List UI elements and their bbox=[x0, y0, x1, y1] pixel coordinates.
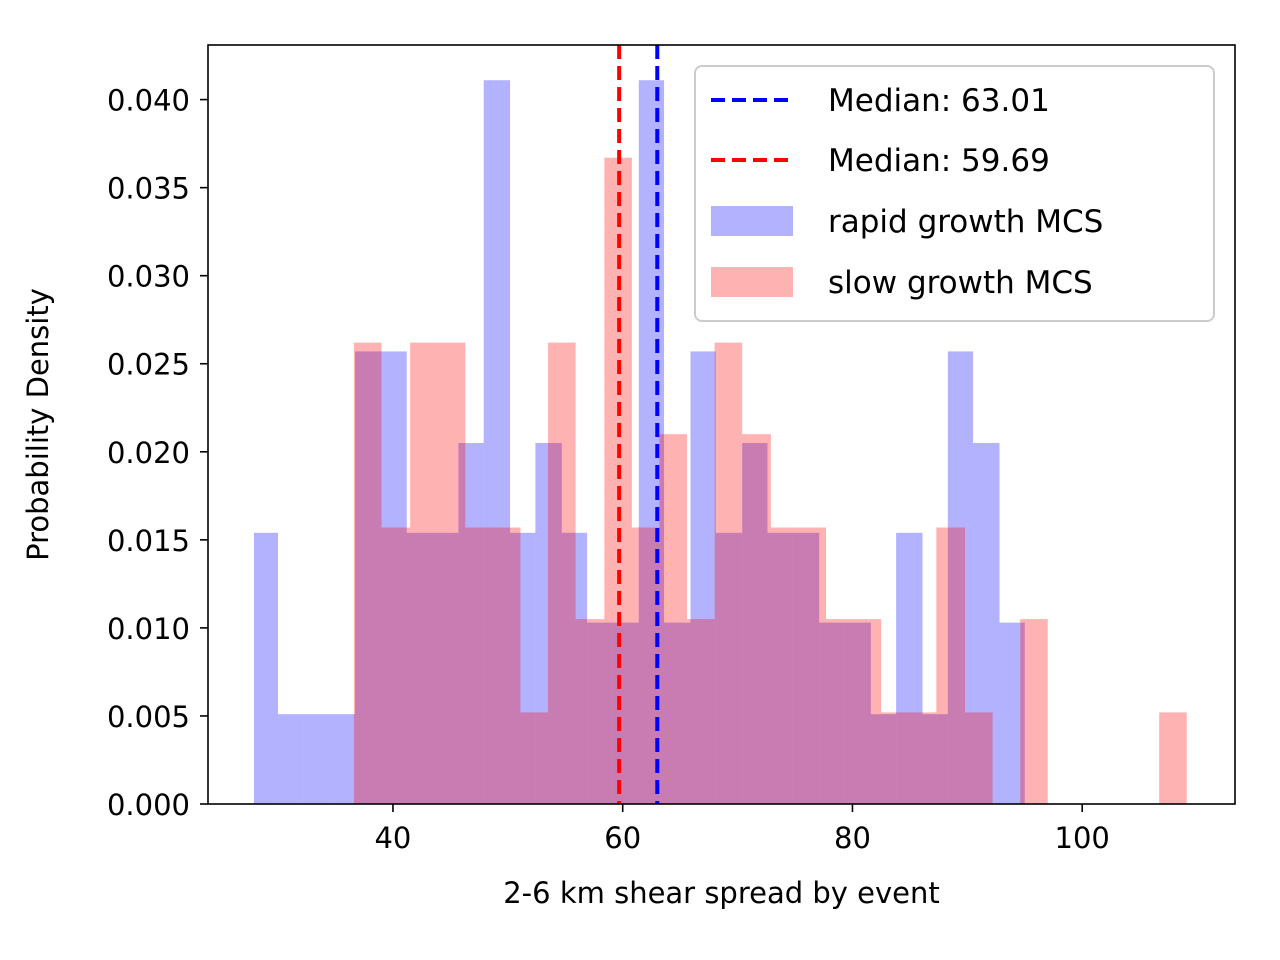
histogram-bar bbox=[881, 712, 909, 804]
histogram-bar bbox=[278, 714, 304, 804]
histogram-bar bbox=[406, 532, 433, 804]
histogram-bar bbox=[999, 622, 1025, 804]
histogram-bar bbox=[770, 527, 799, 804]
histogram-bar bbox=[432, 532, 459, 804]
histogram-bar bbox=[520, 712, 549, 804]
y-tick-label: 0.035 bbox=[107, 172, 190, 206]
histogram-bar bbox=[465, 527, 493, 804]
histogram-bar bbox=[742, 442, 768, 804]
histogram-bar bbox=[965, 712, 993, 804]
y-axis-label: Probability Density bbox=[21, 288, 55, 561]
histogram-bar bbox=[1159, 712, 1187, 804]
histogram-bar bbox=[561, 532, 588, 804]
histogram-bars bbox=[253, 80, 1187, 805]
legend-item: Median: 63.01 bbox=[711, 83, 1050, 119]
histogram-bar bbox=[947, 351, 974, 804]
histogram-bar bbox=[853, 619, 882, 804]
legend: Median: 63.01 Median: 59.69 rapid growth M… bbox=[694, 65, 1215, 322]
histogram-bar bbox=[908, 712, 937, 804]
histogram-bar bbox=[844, 622, 871, 804]
x-tick-label: 40 bbox=[374, 821, 411, 855]
histogram-bar bbox=[792, 532, 820, 804]
legend-label: rapid growth MCS bbox=[828, 204, 1103, 240]
histogram-bar bbox=[510, 532, 536, 804]
histogram-bar bbox=[353, 342, 382, 804]
histogram-bar bbox=[742, 434, 771, 804]
histogram-bar bbox=[922, 714, 948, 804]
histogram-bar bbox=[535, 442, 562, 804]
legend-label: slow growth MCS bbox=[828, 265, 1093, 301]
histogram-bar bbox=[638, 80, 665, 805]
histogram-bar bbox=[896, 532, 923, 804]
legend-item: rapid growth MCS bbox=[711, 204, 1103, 240]
histogram-bar bbox=[631, 527, 660, 804]
histogram-bar bbox=[659, 434, 688, 804]
y-tick-label: 0.030 bbox=[107, 260, 190, 294]
histogram-bar bbox=[690, 351, 716, 804]
histogram-bar bbox=[437, 342, 466, 804]
legend-label: Median: 59.69 bbox=[828, 143, 1050, 179]
legend-item: slow growth MCS bbox=[711, 265, 1093, 301]
histogram-bar bbox=[664, 622, 691, 804]
histogram-bar bbox=[687, 619, 715, 804]
y-tick-label: 0.005 bbox=[107, 700, 190, 734]
y-tick-label: 0.020 bbox=[107, 436, 190, 470]
histogram-bar bbox=[483, 80, 511, 805]
y-tick-label: 0.025 bbox=[107, 348, 190, 382]
legend-label: Median: 63.01 bbox=[828, 83, 1050, 119]
histogram-bar bbox=[714, 342, 743, 804]
x-tick-label: 60 bbox=[604, 821, 641, 855]
y-tick-label: 0.015 bbox=[107, 524, 190, 558]
histogram-bar bbox=[381, 527, 411, 804]
histogram-bar bbox=[253, 532, 279, 804]
y-tick-label: 0.040 bbox=[107, 84, 190, 118]
legend-item: Median: 59.69 bbox=[711, 143, 1050, 179]
histogram-bar bbox=[458, 442, 484, 804]
histogram-bar bbox=[303, 714, 330, 804]
histogram-bar bbox=[870, 714, 897, 804]
axes-frame bbox=[207, 44, 1236, 805]
legend-patch-swatch bbox=[711, 267, 793, 297]
histogram-bar bbox=[973, 442, 1000, 804]
histogram-bar bbox=[355, 351, 382, 804]
x-axis-ticks: 40 60 80 100 bbox=[374, 804, 1110, 855]
y-axis-ticks: 0.000 0.005 0.010 0.015 0.020 0.025 0.030 0.035… bbox=[107, 84, 208, 822]
histogram-bar bbox=[767, 532, 793, 804]
histogram-bar bbox=[575, 619, 605, 804]
histogram-bar bbox=[826, 619, 854, 804]
histogram-bar bbox=[819, 622, 845, 804]
histogram-bar bbox=[1020, 619, 1048, 804]
y-tick-label: 0.000 bbox=[107, 788, 190, 822]
histogram-bar bbox=[936, 527, 966, 804]
series-rapid bbox=[253, 80, 1025, 805]
histogram-bar bbox=[381, 351, 407, 804]
x-axis-label: 2-6 km shear spread by event bbox=[503, 876, 940, 910]
histogram-bar bbox=[329, 714, 356, 804]
x-tick-label: 100 bbox=[1055, 821, 1110, 855]
median-lines bbox=[617, 45, 660, 804]
series-slow bbox=[353, 157, 1187, 805]
x-tick-label: 80 bbox=[834, 821, 871, 855]
histogram-bar bbox=[587, 622, 613, 804]
legend-box bbox=[694, 65, 1215, 322]
histogram-bar bbox=[798, 527, 827, 804]
histogram-bar bbox=[612, 622, 639, 804]
y-tick-label: 0.010 bbox=[107, 612, 190, 646]
histogram-bar bbox=[548, 342, 576, 804]
histogram-bar bbox=[715, 532, 743, 804]
legend-patch-swatch bbox=[711, 206, 793, 236]
histogram-bar bbox=[410, 342, 438, 804]
histogram-bar bbox=[492, 527, 521, 804]
